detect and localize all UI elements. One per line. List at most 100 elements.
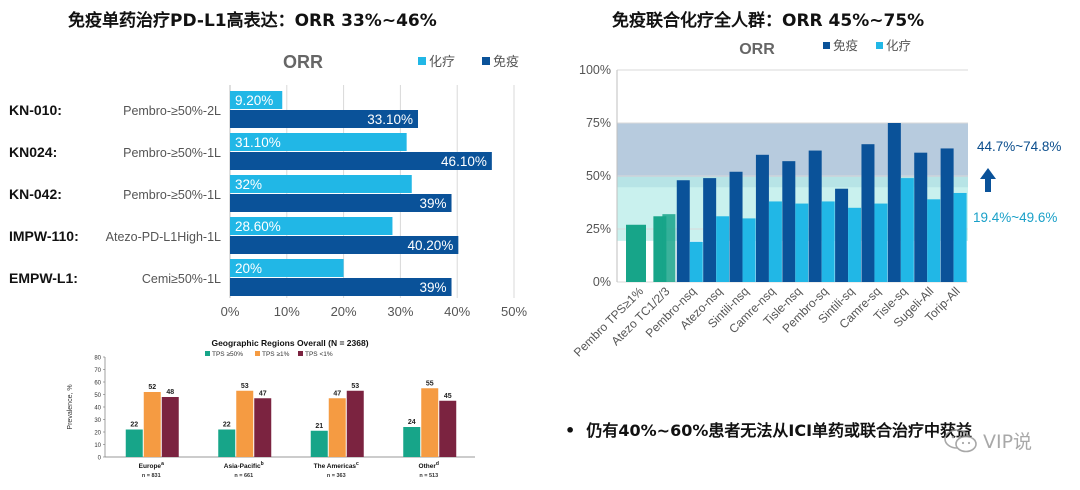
bar-immuno — [230, 152, 492, 170]
y-tick-label: 30 — [94, 418, 101, 424]
y-tick-label: 60 — [94, 381, 101, 387]
bar-immuno — [887, 123, 901, 282]
regimen-label: Pembro-≥50%-1L — [123, 146, 221, 160]
bar-chemo — [953, 192, 967, 282]
watermark-text: VIP说 — [983, 431, 1033, 453]
data-label: 33.10% — [367, 112, 413, 127]
bar-chemo — [716, 216, 730, 282]
legend-swatch — [418, 57, 426, 65]
bar-immuno — [676, 180, 690, 282]
wechat-icon — [944, 428, 977, 452]
bar-immuno — [230, 278, 452, 296]
y-tick-label: 0 — [98, 456, 102, 462]
bar-chemo — [230, 91, 283, 109]
data-label: 20% — [235, 261, 262, 276]
bar-tps-lt1 — [439, 400, 457, 457]
conclusion-bullet: • 仍有40%~60%患者无法从ICI单药或联合治疗中获益 — [565, 417, 972, 441]
x-tick-label: 0% — [221, 304, 240, 319]
data-label: 46.10% — [441, 154, 487, 169]
trial-label: KN-042: — [9, 186, 62, 202]
data-label: 22 — [223, 422, 231, 429]
trial-label: KN024: — [9, 144, 57, 160]
conclusion-text: 仍有40%~60%患者无法从ICI单药或联合治疗中获益 — [586, 421, 973, 440]
bar-tps1 — [328, 398, 346, 457]
legend-swatch — [823, 42, 830, 49]
chart-title: Geographic Regions Overall (N = 2368) — [211, 338, 368, 348]
bar-tps-lt1 — [254, 398, 272, 457]
legend-swatch — [482, 57, 490, 65]
x-tick-label: 30% — [387, 304, 413, 319]
bullet-dot: • — [565, 421, 587, 440]
y-tick-label: 70 — [94, 368, 101, 374]
x-tick-label: 10% — [274, 304, 300, 319]
bar-tps1 — [236, 390, 254, 457]
bar-immuno — [230, 110, 419, 128]
bar-chemo — [900, 178, 914, 282]
data-label: 47 — [333, 390, 341, 397]
bar-chemo — [230, 133, 407, 151]
data-label: 32% — [235, 177, 262, 192]
bar-immuno — [703, 178, 717, 282]
bar-immuno — [729, 171, 743, 282]
x-tick-label: 40% — [444, 304, 470, 319]
geographic-prevalence-chart: Geographic Regions Overall (N = 2368) TPS… — [67, 338, 475, 479]
bar-immuno — [782, 161, 796, 282]
legend-swatch — [255, 351, 260, 356]
trial-label: KN-010: — [9, 102, 62, 118]
bar-chemo — [230, 259, 344, 277]
bar-tps50 — [218, 429, 236, 457]
bar-chemo — [874, 203, 888, 282]
bar-immuno — [230, 194, 452, 212]
bar-immuno — [835, 188, 849, 282]
y-tick-label: 100% — [579, 63, 611, 77]
up-arrow-icon — [980, 168, 996, 192]
data-label: 39% — [419, 196, 446, 211]
category-label: Europea — [139, 461, 164, 470]
data-label: 24 — [408, 419, 416, 426]
bar-chemo — [848, 207, 862, 282]
bar-immuno — [230, 236, 459, 254]
bar-immuno — [808, 150, 822, 282]
y-tick-label: 0% — [593, 275, 611, 289]
bar-chemo — [768, 201, 782, 282]
y-tick-label: 75% — [586, 116, 611, 130]
range-label-immuno: 44.7%~74.8% — [977, 139, 1061, 154]
bar-chemo — [795, 203, 809, 282]
data-label: 40.20% — [408, 238, 454, 253]
bar-immuno — [940, 148, 954, 282]
bar-single-arm — [662, 214, 676, 282]
bar-chemo — [927, 199, 941, 282]
legend-label: 免疫 — [493, 54, 519, 69]
y-tick-label: 40 — [94, 406, 101, 412]
category-n-label: n = 513 — [419, 473, 438, 479]
y-tick-label: 20 — [94, 431, 101, 437]
bar-tps50 — [125, 429, 143, 457]
legend-label: TPS <1% — [305, 351, 333, 358]
bar-chemo — [689, 241, 703, 282]
category-label: The Americasc — [314, 461, 359, 470]
x-tick-label: 50% — [501, 304, 527, 319]
legend-swatch — [298, 351, 303, 356]
category-label: Asia-Pacificb — [224, 461, 264, 470]
bar-immuno — [914, 152, 928, 282]
y-tick-label: 10 — [94, 443, 101, 449]
bar-tps-lt1 — [161, 397, 179, 457]
legend-label: 免疫 — [833, 38, 858, 53]
data-label: 22 — [130, 422, 138, 429]
watermark: VIP说 — [943, 427, 1032, 454]
regimen-label: Atezo-PD-L1High-1L — [106, 230, 221, 244]
category-n-label: n = 363 — [327, 473, 346, 479]
trial-label: IMPW-110: — [9, 228, 79, 244]
category-n-label: n = 661 — [234, 473, 253, 479]
y-tick-label: 25% — [586, 222, 611, 236]
legend-label: 化疗 — [886, 39, 911, 53]
bar-immuno — [755, 154, 769, 282]
bar-chemo — [742, 218, 756, 282]
chart-title: ORR — [283, 52, 323, 72]
trial-label: EMPW-L1: — [9, 270, 78, 286]
data-label: 31.10% — [235, 135, 281, 150]
y-tick-label: 80 — [94, 356, 101, 362]
data-label: 53 — [241, 383, 249, 390]
bar-chemo — [230, 217, 393, 235]
